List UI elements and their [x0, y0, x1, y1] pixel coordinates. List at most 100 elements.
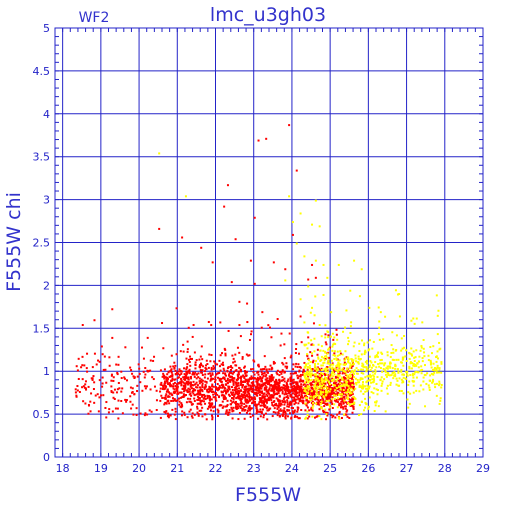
- red-data-point: [344, 377, 347, 380]
- red-data-point: [233, 389, 236, 392]
- red-data-point: [216, 363, 219, 366]
- red-data-point: [318, 403, 321, 406]
- yellow-data-point: [357, 355, 360, 358]
- red-data-point: [265, 407, 268, 410]
- yellow-data-point: [335, 379, 338, 382]
- red-data-point: [234, 388, 237, 391]
- yellow-data-point: [363, 344, 366, 347]
- red-data-point: [318, 390, 321, 393]
- red-data-point: [172, 365, 175, 368]
- red-data-point: [76, 369, 79, 372]
- yellow-data-point: [322, 293, 325, 296]
- red-data-point: [266, 418, 269, 421]
- red-data-point: [174, 407, 177, 410]
- red-data-point: [257, 387, 260, 390]
- red-data-point: [303, 395, 306, 398]
- yellow-data-point: [334, 397, 337, 400]
- red-data-point: [200, 246, 203, 249]
- yellow-data-point: [392, 351, 395, 354]
- red-data-point: [305, 399, 308, 402]
- red-data-point: [75, 394, 78, 397]
- red-data-point: [143, 414, 146, 417]
- red-data-point: [284, 365, 287, 368]
- yellow-data-point: [326, 391, 329, 394]
- yellow-data-point: [439, 397, 442, 400]
- yellow-data-point: [323, 380, 326, 383]
- yellow-data-point: [326, 352, 329, 355]
- red-data-point: [188, 388, 191, 391]
- red-data-point: [96, 393, 99, 396]
- red-data-point: [310, 386, 313, 389]
- red-data-point: [241, 407, 244, 410]
- red-data-point: [317, 383, 320, 386]
- red-data-point: [326, 393, 329, 396]
- yellow-data-point: [318, 225, 321, 228]
- red-data-point: [342, 390, 345, 393]
- red-data-point: [285, 386, 288, 389]
- red-data-point: [200, 389, 203, 392]
- red-data-point: [196, 402, 199, 405]
- red-data-point: [192, 324, 195, 327]
- red-data-point: [319, 369, 322, 372]
- yellow-data-point: [366, 379, 369, 382]
- red-data-point: [338, 380, 341, 383]
- red-data-point: [211, 402, 214, 405]
- red-data-point: [300, 409, 303, 412]
- red-data-point: [252, 368, 255, 371]
- red-data-point: [283, 343, 286, 346]
- yellow-data-point: [320, 400, 323, 403]
- red-data-point: [324, 403, 327, 406]
- yellow-data-point: [411, 354, 414, 357]
- red-data-point: [263, 405, 266, 408]
- red-data-point: [349, 398, 352, 401]
- red-data-point: [237, 407, 240, 410]
- red-data-point: [77, 357, 80, 360]
- red-data-point: [283, 380, 286, 383]
- yellow-data-point: [332, 363, 335, 366]
- red-data-point: [303, 370, 306, 373]
- yellow-data-point: [418, 390, 421, 393]
- red-data-point: [110, 374, 113, 377]
- red-data-point: [275, 371, 278, 374]
- yellow-data-point: [366, 375, 369, 378]
- red-data-point: [267, 409, 270, 412]
- x-tick-label: 25: [323, 462, 337, 475]
- red-data-point: [242, 396, 245, 399]
- red-data-point: [81, 364, 84, 367]
- red-data-point: [318, 400, 321, 403]
- red-data-point: [308, 409, 311, 412]
- yellow-data-point: [352, 363, 355, 366]
- red-data-point: [110, 391, 113, 394]
- red-data-point: [206, 394, 209, 397]
- yellow-data-point: [330, 367, 333, 370]
- yellow-data-point: [376, 352, 379, 355]
- red-data-point: [302, 380, 305, 383]
- red-data-point: [298, 388, 301, 391]
- red-data-point: [255, 393, 258, 396]
- red-data-point: [246, 399, 249, 402]
- red-data-point: [291, 410, 294, 413]
- yellow-data-point: [391, 371, 394, 374]
- red-data-point: [203, 386, 206, 389]
- yellow-data-point: [392, 377, 395, 380]
- red-data-point: [221, 377, 224, 380]
- yellow-data-point: [362, 385, 365, 388]
- red-data-point: [234, 353, 237, 356]
- red-data-point: [84, 402, 87, 405]
- red-data-point: [185, 367, 188, 370]
- red-data-point: [232, 409, 235, 412]
- red-data-point: [240, 368, 243, 371]
- yellow-data-point: [355, 383, 358, 386]
- yellow-data-point: [339, 363, 342, 366]
- red-data-point: [206, 407, 209, 410]
- red-data-point: [275, 379, 278, 382]
- red-data-point: [228, 395, 231, 398]
- yellow-data-point: [305, 390, 308, 393]
- red-data-point: [252, 359, 255, 362]
- yellow-data-point: [359, 377, 362, 380]
- red-data-point: [169, 365, 172, 368]
- red-data-point: [221, 386, 224, 389]
- red-data-point: [322, 401, 325, 404]
- red-data-point: [250, 397, 253, 400]
- yellow-data-point: [354, 357, 357, 360]
